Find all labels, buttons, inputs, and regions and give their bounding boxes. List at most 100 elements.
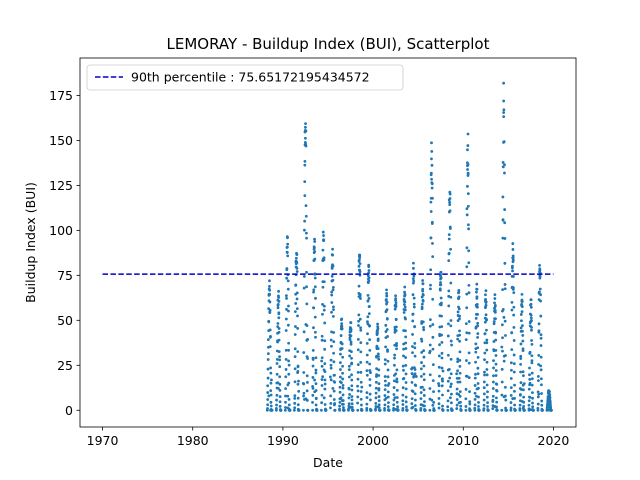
data-point bbox=[392, 393, 396, 396]
data-point bbox=[356, 401, 359, 405]
data-point bbox=[269, 400, 273, 404]
data-point bbox=[338, 407, 341, 411]
data-point bbox=[492, 359, 495, 363]
data-point bbox=[520, 303, 524, 306]
chart-title: LEMORAY - Buildup Index (BUI), Scatterpl… bbox=[167, 35, 490, 53]
data-point bbox=[385, 328, 389, 331]
data-point bbox=[522, 382, 526, 386]
data-point bbox=[467, 283, 471, 287]
data-point bbox=[286, 236, 289, 240]
data-point bbox=[385, 317, 389, 320]
data-point bbox=[420, 307, 424, 311]
data-point bbox=[287, 304, 290, 308]
data-point bbox=[520, 319, 523, 323]
data-point bbox=[278, 388, 282, 392]
data-point bbox=[473, 384, 477, 387]
data-point bbox=[287, 372, 291, 376]
data-point bbox=[530, 354, 534, 358]
data-point bbox=[268, 300, 272, 304]
data-point bbox=[340, 327, 344, 331]
data-point bbox=[539, 336, 543, 340]
data-point bbox=[395, 344, 398, 347]
data-point bbox=[270, 408, 274, 412]
data-point bbox=[333, 402, 337, 405]
data-point bbox=[466, 223, 470, 227]
data-point bbox=[303, 163, 307, 167]
data-point bbox=[483, 320, 487, 324]
data-point bbox=[447, 251, 451, 255]
data-point bbox=[266, 358, 270, 361]
data-point bbox=[539, 368, 543, 372]
data-point bbox=[357, 284, 361, 288]
data-point bbox=[330, 330, 333, 334]
data-point bbox=[411, 390, 415, 393]
data-point bbox=[411, 345, 414, 348]
data-point bbox=[392, 403, 396, 407]
data-point bbox=[266, 398, 270, 401]
data-point bbox=[323, 339, 327, 343]
data-point bbox=[403, 292, 407, 296]
x-axis: 1970 1980 1990 2000 2010 2020 bbox=[87, 427, 569, 448]
data-point bbox=[493, 293, 497, 297]
data-point bbox=[509, 408, 513, 412]
data-point bbox=[446, 379, 450, 383]
data-point bbox=[447, 289, 451, 293]
data-point bbox=[428, 324, 432, 328]
data-point bbox=[384, 330, 388, 333]
data-point bbox=[491, 380, 495, 384]
data-point bbox=[383, 394, 387, 397]
data-point bbox=[466, 132, 470, 136]
data-point bbox=[266, 403, 270, 407]
data-point bbox=[357, 324, 360, 327]
data-point bbox=[385, 308, 389, 312]
data-point bbox=[296, 403, 300, 407]
data-point bbox=[518, 407, 522, 410]
data-point bbox=[414, 384, 418, 387]
data-point bbox=[313, 315, 317, 319]
data-point bbox=[275, 372, 279, 376]
data-point bbox=[459, 404, 463, 408]
data-point bbox=[447, 304, 451, 308]
data-point bbox=[441, 393, 444, 397]
data-point bbox=[287, 363, 291, 367]
data-point bbox=[367, 312, 371, 316]
data-point bbox=[464, 397, 468, 401]
data-point bbox=[503, 287, 507, 291]
data-point bbox=[430, 398, 434, 402]
data-point bbox=[383, 403, 387, 407]
data-point bbox=[267, 394, 271, 398]
data-point bbox=[383, 375, 387, 378]
data-point bbox=[413, 368, 417, 371]
data-point bbox=[304, 122, 307, 126]
data-point bbox=[510, 331, 514, 334]
data-point bbox=[376, 347, 380, 350]
data-point bbox=[422, 394, 426, 397]
data-point bbox=[277, 312, 281, 316]
data-point bbox=[413, 372, 417, 376]
data-point bbox=[538, 287, 542, 291]
data-point bbox=[437, 389, 441, 393]
data-point bbox=[268, 292, 272, 296]
data-point bbox=[367, 324, 371, 327]
data-point bbox=[367, 276, 371, 280]
data-point bbox=[428, 387, 432, 390]
data-point bbox=[404, 363, 408, 367]
data-point bbox=[404, 347, 408, 350]
data-point bbox=[530, 377, 534, 381]
data-point bbox=[482, 403, 486, 407]
data-point bbox=[491, 394, 495, 398]
data-point bbox=[500, 380, 504, 384]
data-point bbox=[486, 401, 489, 405]
data-point bbox=[428, 349, 432, 353]
data-point bbox=[285, 251, 289, 254]
data-point bbox=[341, 383, 345, 387]
y-tick-label: 25 bbox=[57, 358, 73, 373]
data-point bbox=[529, 313, 533, 317]
data-point bbox=[431, 323, 435, 326]
data-point bbox=[465, 306, 469, 310]
data-point bbox=[448, 192, 452, 196]
data-point bbox=[503, 208, 507, 211]
data-point bbox=[486, 408, 490, 412]
data-point bbox=[531, 408, 535, 412]
data-point bbox=[366, 315, 370, 319]
